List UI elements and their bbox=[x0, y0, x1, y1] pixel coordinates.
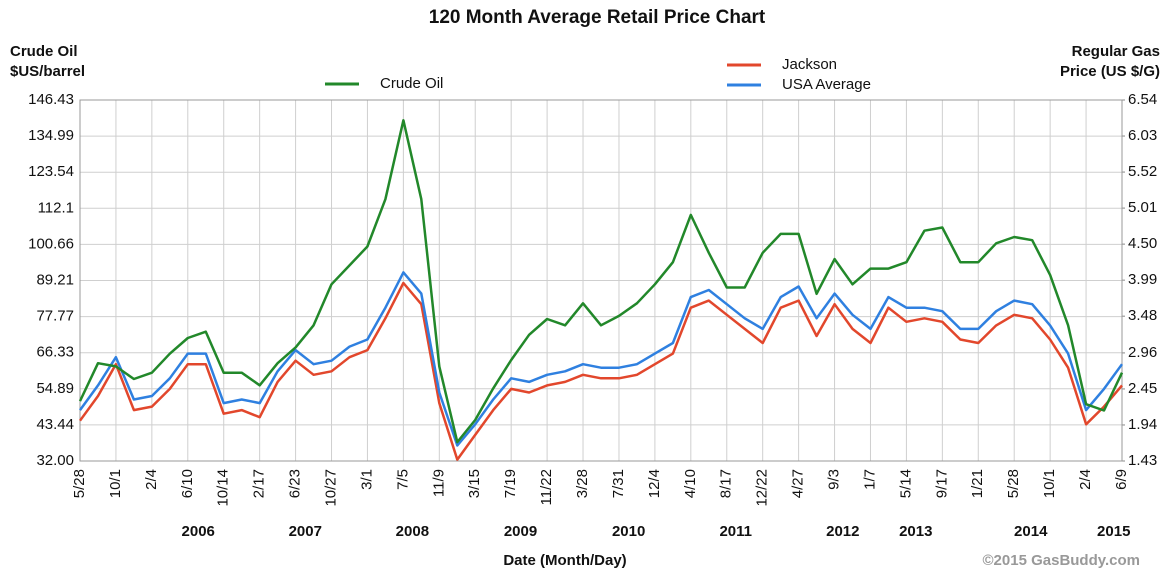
year-label: 2008 bbox=[396, 523, 429, 540]
y-tick-label: 32.00 bbox=[36, 452, 74, 469]
y2-tick-label: 1.94 bbox=[1128, 416, 1157, 433]
x-tick-label: 3/15 bbox=[466, 469, 483, 498]
y-tick-label: 100.66 bbox=[28, 235, 74, 252]
y-tick-label: 123.54 bbox=[28, 163, 74, 180]
x-tick-label: 11/9 bbox=[430, 469, 447, 497]
x-tick-label: 1/7 bbox=[861, 469, 878, 490]
legend-label: USA Average bbox=[782, 76, 871, 93]
y2-tick-label: 6.54 bbox=[1128, 91, 1157, 108]
series-line bbox=[78, 271, 1124, 447]
x-tick-label: 4/27 bbox=[790, 469, 807, 498]
y2-tick-label: 3.48 bbox=[1128, 307, 1157, 324]
legend-label: Crude Oil bbox=[380, 75, 443, 92]
year-label: 2009 bbox=[504, 523, 537, 540]
y2-tick-label: 1.43 bbox=[1128, 452, 1157, 469]
y2-tick-label: 5.01 bbox=[1128, 199, 1157, 216]
year-label: 2012 bbox=[826, 523, 859, 540]
y2-tick-label: 4.50 bbox=[1128, 235, 1157, 252]
x-tick-label: 2/4 bbox=[143, 469, 160, 490]
year-label: 2013 bbox=[899, 523, 932, 540]
year-label: 2015 bbox=[1097, 523, 1130, 540]
x-tick-label: 9/17 bbox=[933, 469, 950, 498]
x-tick-label: 6/10 bbox=[179, 469, 196, 498]
x-tick-label: 5/14 bbox=[897, 469, 914, 498]
series-line bbox=[78, 281, 1123, 461]
series-line bbox=[78, 119, 1124, 444]
x-tick-label: 12/4 bbox=[646, 469, 663, 498]
legend-label: Jackson bbox=[782, 56, 837, 73]
y-tick-label: 77.77 bbox=[36, 308, 74, 325]
y-tick-label: 134.99 bbox=[28, 127, 74, 144]
y-tick-label: 54.89 bbox=[36, 380, 74, 397]
x-tick-label: 11/22 bbox=[538, 469, 555, 505]
x-tick-label: 3/28 bbox=[574, 469, 591, 498]
y-tick-label: 112.1 bbox=[38, 199, 74, 216]
x-tick-label: 10/27 bbox=[322, 469, 339, 507]
x-tick-label: 9/3 bbox=[826, 469, 843, 490]
y2-axis-label: Price (US $/G) bbox=[1060, 63, 1160, 80]
x-tick-label: 7/31 bbox=[610, 469, 627, 498]
y-tick-label: 43.44 bbox=[36, 416, 74, 433]
x-tick-label: 6/9 bbox=[1113, 469, 1130, 490]
x-tick-label: 1/21 bbox=[969, 469, 986, 498]
y2-tick-label: 6.03 bbox=[1128, 127, 1157, 144]
x-tick-label: 10/1 bbox=[1041, 469, 1058, 498]
y2-tick-label: 3.99 bbox=[1128, 271, 1157, 288]
year-label: 2014 bbox=[1014, 523, 1048, 540]
y-tick-label: 146.43 bbox=[28, 91, 74, 108]
x-tick-label: 5/28 bbox=[71, 469, 88, 498]
y-axis-label: $US/barrel bbox=[10, 63, 85, 80]
year-label: 2006 bbox=[182, 523, 215, 540]
x-tick-label: 2/17 bbox=[251, 469, 268, 498]
y-tick-label: 66.33 bbox=[36, 344, 74, 361]
x-tick-label: 7/19 bbox=[502, 469, 519, 498]
y2-tick-label: 5.52 bbox=[1128, 163, 1157, 180]
y-axis-label: Crude Oil bbox=[10, 43, 78, 60]
x-tick-label: 10/14 bbox=[215, 469, 232, 507]
x-tick-label: 10/1 bbox=[107, 469, 124, 498]
y2-tick-label: 2.45 bbox=[1128, 380, 1157, 397]
y-tick-label: 89.21 bbox=[36, 271, 74, 288]
x-tick-label: 8/17 bbox=[718, 469, 735, 498]
plot-border bbox=[79, 99, 1123, 462]
x-axis-label: Date (Month/Day) bbox=[503, 552, 626, 569]
x-tick-label: 12/22 bbox=[754, 469, 771, 507]
x-tick-label: 2/4 bbox=[1077, 469, 1094, 490]
x-tick-label: 7/5 bbox=[394, 469, 411, 490]
y2-tick-label: 2.96 bbox=[1128, 344, 1157, 361]
chart-title: 120 Month Average Retail Price Chart bbox=[429, 7, 766, 28]
x-tick-label: 5/28 bbox=[1005, 469, 1022, 498]
x-tick-label: 4/10 bbox=[682, 469, 699, 498]
year-label: 2011 bbox=[719, 523, 752, 540]
x-tick-label: 3/1 bbox=[358, 469, 375, 490]
year-label: 2007 bbox=[289, 523, 322, 540]
credit: ©2015 GasBuddy.com bbox=[983, 552, 1141, 569]
x-tick-label: 6/23 bbox=[287, 469, 304, 498]
year-label: 2010 bbox=[612, 523, 645, 540]
y2-axis-label: Regular Gas bbox=[1072, 43, 1160, 60]
